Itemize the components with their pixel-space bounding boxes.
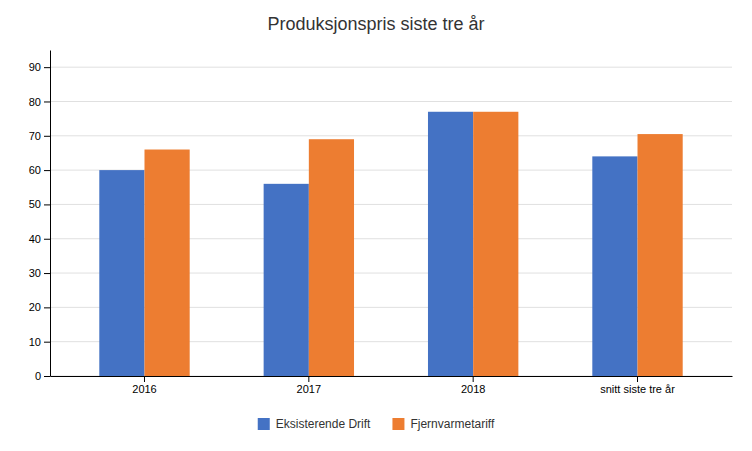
- y-tick: 80: [29, 95, 50, 107]
- y-axis: 0 10 20 30 40 50 60 70 80 90: [29, 51, 51, 383]
- legend-item: Eksisterende Drift: [258, 417, 371, 431]
- x-tick-label: snitt siste tre år: [600, 383, 675, 395]
- x-axis: 2016 2017 2018 snitt siste tre år: [51, 376, 733, 395]
- bar: [428, 112, 473, 376]
- y-tick: 20: [29, 301, 50, 313]
- plot: 0 10 20 30 40 50 60 70 80 90 2016 2017 2018 snitt sis…: [29, 51, 733, 395]
- x-tick-mark: [144, 376, 145, 382]
- y-tick: 90: [29, 61, 50, 73]
- legend-swatch: [258, 418, 270, 430]
- x-tick-mark: [637, 376, 638, 382]
- legend-label: Eksisterende Drift: [276, 417, 371, 431]
- y-tick-mark: [44, 170, 50, 171]
- y-tick-mark: [44, 307, 50, 308]
- x-tick: snitt siste tre år: [600, 376, 675, 395]
- bar: [638, 134, 683, 376]
- bar-series: [99, 112, 637, 376]
- y-tick-mark: [44, 204, 50, 205]
- x-tick-mark: [473, 376, 474, 382]
- y-tick-mark: [44, 239, 50, 240]
- legend-label: Fjernvarmetariff: [410, 417, 494, 431]
- y-tick-label: 70: [29, 130, 41, 142]
- bar: [592, 156, 637, 376]
- y-tick-label: 10: [29, 336, 41, 348]
- bar: [473, 112, 518, 376]
- x-tick-label: 2018: [461, 383, 485, 395]
- y-tick: 0: [35, 370, 50, 382]
- y-tick: 30: [29, 267, 50, 279]
- legend-item: Fjernvarmetariff: [392, 417, 494, 431]
- chart: 0 10 20 30 40 50 60 70 80 90 2016 2017 2018 snitt sis…: [0, 0, 752, 451]
- title: Produksjonspris siste tre år: [267, 14, 484, 34]
- y-tick: 40: [29, 233, 50, 245]
- y-tick-label: 60: [29, 164, 41, 176]
- bar: [99, 170, 144, 376]
- grid-line: [50, 135, 732, 136]
- y-tick-mark: [44, 342, 50, 343]
- y-tick-mark: [44, 136, 50, 137]
- y-tick-mark: [44, 376, 50, 377]
- y-tick-label: 90: [29, 61, 41, 73]
- y-tick: 50: [29, 198, 50, 210]
- legend-swatch: [392, 418, 404, 430]
- legend: Eksisterende Drift Fjernvarmetariff: [258, 417, 495, 431]
- y-tick-label: 40: [29, 233, 41, 245]
- y-tick-label: 20: [29, 301, 41, 313]
- y-tick-label: 0: [35, 370, 41, 382]
- bar: [264, 184, 309, 376]
- y-tick-mark: [44, 67, 50, 68]
- grid: [50, 67, 732, 376]
- y-tick-mark: [44, 273, 50, 274]
- y-tick: 60: [29, 164, 50, 176]
- grid-line: [50, 101, 732, 102]
- x-tick: 2018: [461, 376, 485, 395]
- bar: [144, 150, 189, 376]
- y-tick-label: 80: [29, 95, 41, 107]
- y-tick-mark: [44, 101, 50, 102]
- x-tick-label: 2017: [297, 383, 321, 395]
- bar: [309, 139, 354, 376]
- y-tick-label: 50: [29, 198, 41, 210]
- x-axis-line: [51, 376, 733, 377]
- y-tick-label: 30: [29, 267, 41, 279]
- grid-line: [50, 67, 732, 68]
- x-tick-mark: [308, 376, 309, 382]
- bars: [99, 112, 682, 376]
- x-tick: 2017: [297, 376, 321, 395]
- y-tick: 10: [29, 336, 50, 348]
- bar-series: [144, 112, 682, 376]
- x-tick-label: 2016: [132, 383, 156, 395]
- y-tick: 70: [29, 130, 50, 142]
- y-axis-line: [50, 51, 51, 377]
- x-tick: 2016: [132, 376, 156, 395]
